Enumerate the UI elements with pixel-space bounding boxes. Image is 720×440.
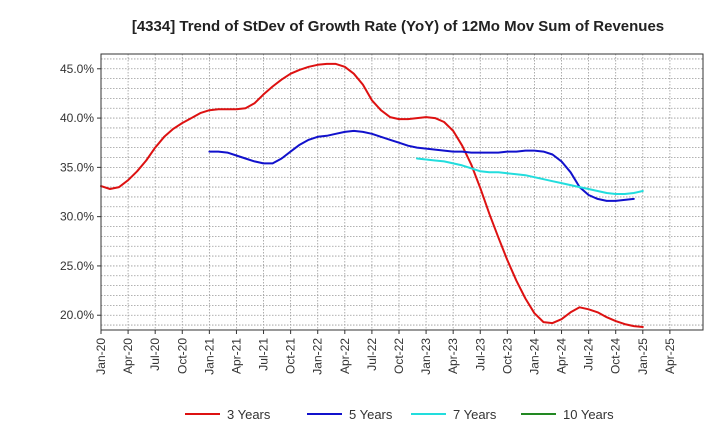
x-tick-label: Jan-24 — [527, 338, 541, 375]
x-tick-label: Apr-23 — [446, 338, 460, 374]
x-tick-label: Jan-21 — [202, 338, 216, 375]
x-tick-label: Jul-23 — [473, 338, 487, 371]
y-tick-label: 35.0% — [60, 160, 94, 174]
x-tick-label: Oct-23 — [500, 338, 514, 374]
y-tick-label: 40.0% — [60, 111, 94, 125]
y-axis: 20.0% 25.0% 30.0% 35.0% 40.0% 45.0% — [60, 62, 101, 322]
x-tick-label: Jul-21 — [257, 338, 271, 371]
series-layer — [100, 62, 644, 328]
x-tick-label: Apr-21 — [229, 338, 243, 374]
x-tick-label: Oct-21 — [284, 338, 298, 374]
series-line-1 — [208, 129, 635, 202]
y-tick-label: 20.0% — [60, 308, 94, 322]
grid — [101, 54, 703, 330]
legend-label-0: 3 Years — [227, 407, 271, 422]
x-tick-label: Jul-20 — [148, 338, 162, 371]
x-tick-label: Jan-25 — [636, 338, 650, 375]
y-tick-label: 25.0% — [60, 259, 94, 273]
plot-frame — [100, 53, 704, 331]
x-tick-label: Apr-20 — [121, 338, 135, 374]
x-tick-label: Apr-24 — [555, 338, 569, 374]
y-tick-label: 30.0% — [60, 210, 94, 224]
legend-label-3: 10 Years — [563, 407, 614, 422]
x-tick-label: Jan-20 — [94, 338, 108, 375]
y-tick-label: 45.0% — [60, 62, 94, 76]
legend: 3 Years 5 Years 7 Years 10 Years — [185, 407, 614, 422]
x-tick-label: Jul-24 — [582, 338, 596, 371]
x-tick-label: Jul-22 — [365, 338, 379, 371]
legend-label-1: 5 Years — [349, 407, 393, 422]
x-tick-label: Oct-24 — [609, 338, 623, 374]
chart-title: [4334] Trend of StDev of Growth Rate (Yo… — [132, 18, 664, 35]
x-tick-label: Jan-23 — [419, 338, 433, 375]
x-tick-label: Jan-22 — [311, 338, 325, 375]
x-axis: Jan-20 Apr-20 Jul-20 Oct-20 Jan-21 Apr-21 Jul-… — [94, 330, 677, 375]
series-line-0 — [100, 62, 644, 328]
x-tick-label: Apr-22 — [338, 338, 352, 374]
series-line-2 — [416, 157, 644, 195]
x-tick-label: Oct-22 — [392, 338, 406, 374]
x-tick-label: Apr-25 — [663, 338, 677, 374]
x-tick-label: Oct-20 — [175, 338, 189, 374]
legend-label-2: 7 Years — [453, 407, 497, 422]
